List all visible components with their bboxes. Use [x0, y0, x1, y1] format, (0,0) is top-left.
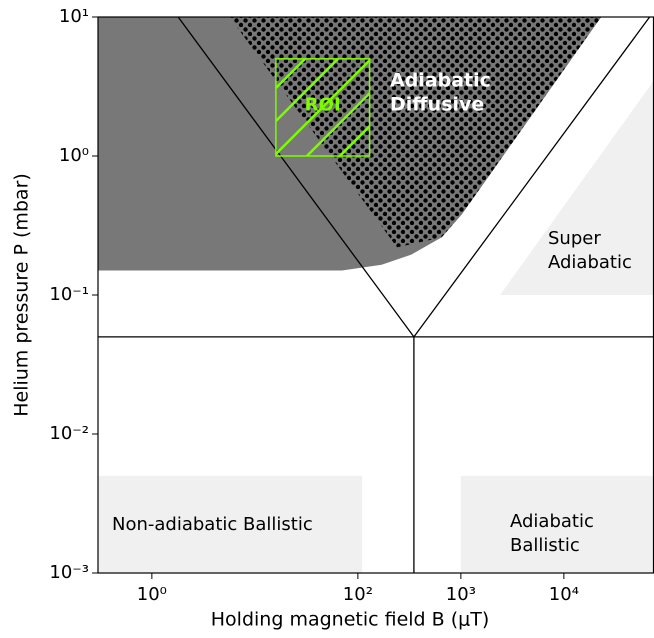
hatch-line [275, 58, 306, 90]
hatch-line [275, 58, 339, 123]
x-tick-label: 10⁰ [137, 584, 167, 605]
x-axis-label: Holding magnetic field B (μT) [211, 609, 489, 631]
roi-hatch [275, 58, 370, 156]
annotation: Adiabatic [390, 70, 491, 92]
annotation: Non-adiabatic Ballistic [112, 514, 313, 535]
annotation: Diffusive [390, 94, 484, 116]
y-tick-label: 10⁻³ [49, 562, 89, 583]
y-axis-label: Helium pressure P (mbar) [11, 173, 33, 417]
y-tick-label: 10⁻¹ [49, 284, 89, 305]
roi-box [275, 58, 371, 157]
annotation: Adiabatic [510, 511, 594, 532]
y-tick-label: 10⁻² [49, 423, 89, 444]
region [98, 475, 363, 573]
x-tick-label: 10³ [446, 584, 476, 605]
region [460, 475, 654, 573]
hatch-line [275, 58, 370, 156]
boundary-line [413, 17, 651, 338]
annotation: Adiabatic [548, 252, 632, 273]
plot-area [98, 17, 654, 573]
x-tick-label: 10⁴ [549, 584, 579, 605]
hatch-line [339, 124, 370, 156]
region [500, 80, 654, 295]
hatch-line [306, 91, 370, 156]
x-tick-label: 10² [343, 584, 373, 605]
annotation: Ballistic [510, 535, 580, 556]
y-tick-label: 10¹ [59, 6, 89, 27]
boundary-line [177, 17, 415, 338]
overlay: ROIAdiabaticDiffusiveSuperAdiabaticNon-a… [49, 6, 654, 605]
roi-label: ROI [305, 94, 341, 115]
y-tick-label: 10⁰ [59, 145, 89, 166]
annotation: Super [548, 228, 601, 249]
